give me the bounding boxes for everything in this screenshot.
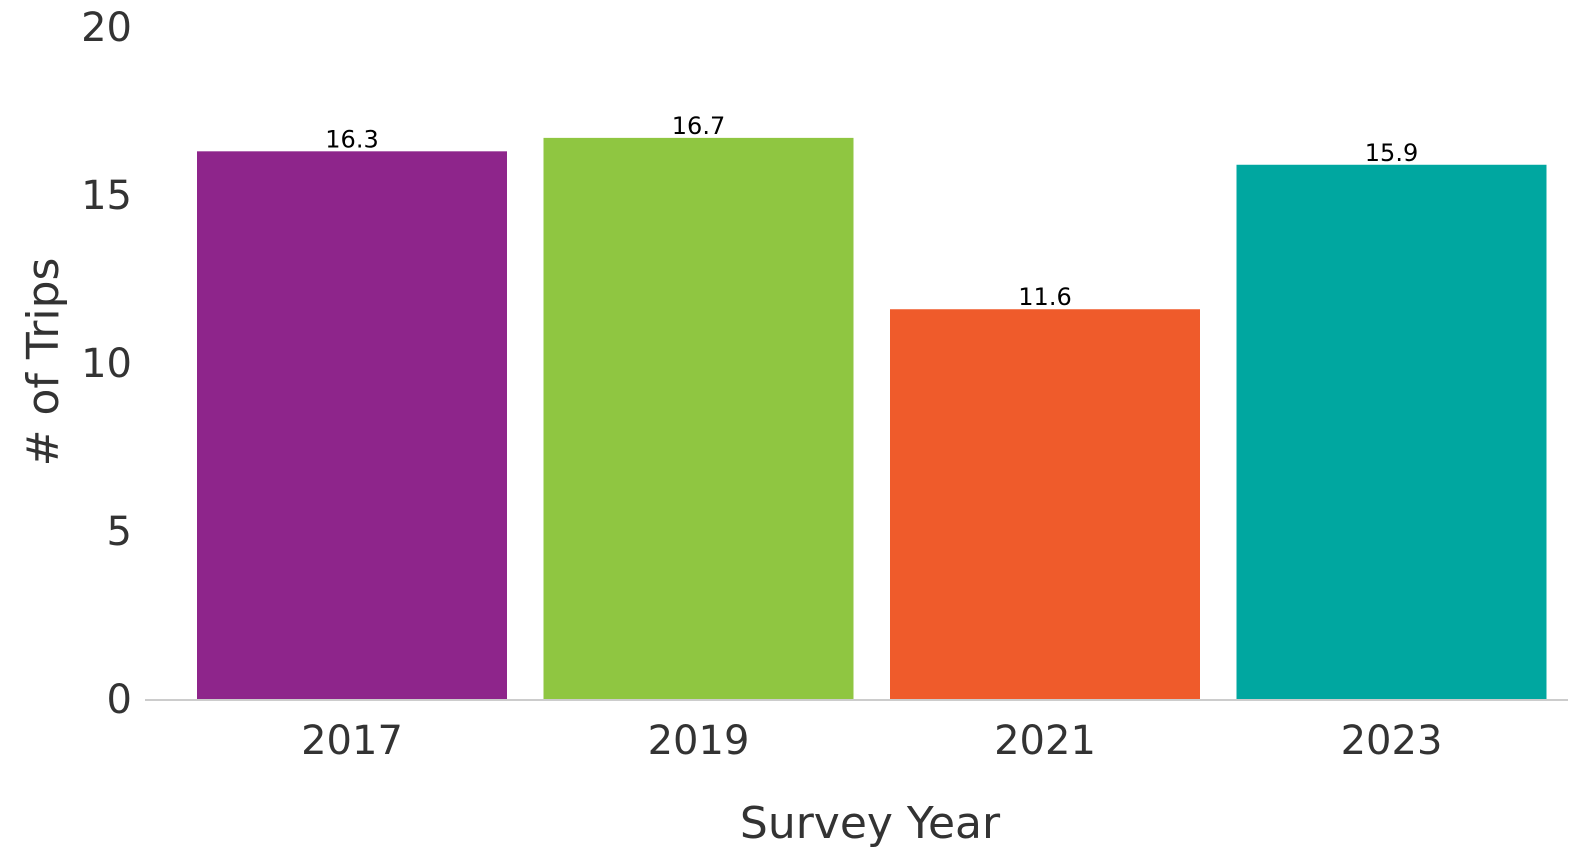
bar-2023 (1236, 164, 1547, 699)
bar-2019 (543, 137, 854, 699)
data-label-2019: 16.7 (672, 112, 725, 140)
x-axis-ticks: 2017 2019 2021 2023 (301, 718, 1442, 764)
x-tick-label-2017: 2017 (301, 718, 403, 764)
x-tick-label-2021: 2021 (994, 718, 1096, 764)
y-tick-label: 10 (81, 341, 132, 387)
y-tick-label: 0 (107, 677, 132, 723)
x-tick-label-2019: 2019 (648, 718, 750, 764)
y-axis-ticks: 0 5 10 15 20 (81, 5, 132, 723)
bar-2017 (197, 151, 507, 699)
bars (197, 137, 1547, 699)
y-tick-label: 15 (81, 173, 132, 219)
x-tick-label-2023: 2023 (1341, 718, 1443, 764)
data-label-2023: 15.9 (1365, 139, 1418, 167)
data-label-2017: 16.3 (325, 125, 378, 153)
y-tick-label: 20 (81, 5, 132, 51)
data-labels: 16.3 16.7 11.6 15.9 (325, 112, 1418, 311)
bar-2021 (890, 309, 1200, 699)
y-axis-title: # of Trips (18, 258, 69, 467)
y-tick-label: 5 (107, 509, 132, 555)
data-label-2021: 11.6 (1018, 283, 1071, 311)
x-axis-title: Survey Year (740, 798, 1001, 849)
